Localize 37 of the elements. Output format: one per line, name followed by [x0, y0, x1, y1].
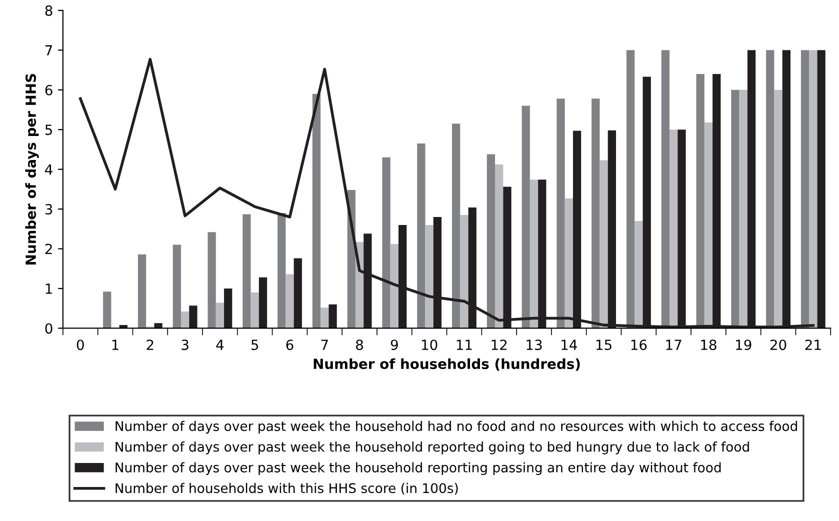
x-tick-label: 0 [76, 340, 84, 350]
y-tick-label: 1 [46, 284, 52, 294]
x-tick-label: 16 [631, 340, 647, 350]
x-tick-label: 10 [422, 340, 438, 350]
x-tick-label: 8 [356, 340, 363, 350]
x-tick-label: 14 [562, 340, 577, 350]
y-tick-label: 8 [45, 5, 52, 16]
x-tick-label: 18 [701, 340, 716, 350]
x-tick-label: 5 [252, 340, 258, 350]
x-tick-label: 2 [146, 340, 154, 350]
x-tick-label: 7 [321, 340, 328, 350]
legend-label: Number of days over past week the household reporting passing an entire day without food [116, 462, 721, 476]
x-tick-label: 20 [770, 340, 786, 350]
x-tick-label: 1 [112, 340, 118, 350]
x-tick-label: 9 [390, 340, 398, 350]
x-tick-label: 6 [286, 340, 294, 350]
y-tick-label: 5 [45, 124, 52, 136]
x-tick-label: 17 [666, 340, 682, 350]
x-tick-label: 12 [492, 340, 507, 350]
y-tick-label: 3 [45, 204, 52, 215]
x-tick-label: 4 [216, 340, 224, 350]
x-tick-label: 19 [736, 340, 752, 350]
x-tick-label: 15 [596, 340, 612, 350]
y-tick-label: 2 [45, 244, 52, 254]
legend-label: Number of days over past week the household reported going to bed hungry due to lack of food [116, 442, 749, 454]
legend-label: Number of households with this HHS score (in 100s) [116, 482, 458, 495]
y-axis-title: Number of days per HHS [25, 74, 39, 264]
y-tick-label: 4 [45, 164, 52, 175]
x-tick-label: 3 [182, 340, 188, 350]
y-tick-label: 0 [45, 323, 52, 334]
x-tick-label: 21 [805, 340, 821, 350]
y-tick-label: 6 [45, 84, 52, 96]
x-tick-label: 11 [456, 340, 472, 350]
y-tick-label: 7 [46, 45, 52, 56]
x-axis-title: Number of households (hundreds) [314, 358, 580, 371]
x-tick-label: 13 [526, 340, 542, 350]
legend-label: Number of days over past week the household had no food and no resources with which to access food [116, 420, 797, 434]
